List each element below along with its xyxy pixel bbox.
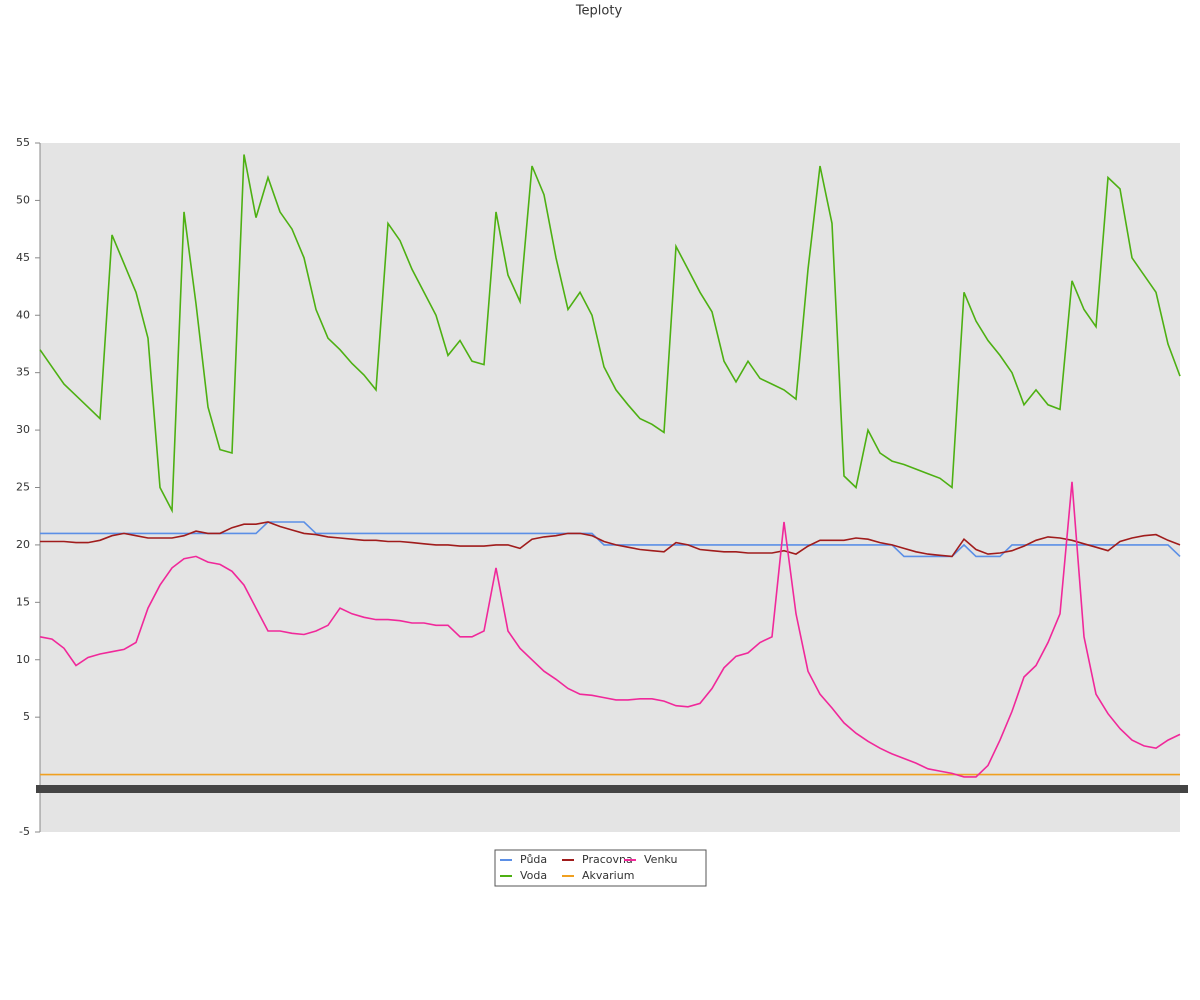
y-tick-label: 50 — [16, 193, 30, 206]
chart-title: Teploty — [575, 4, 623, 19]
legend-label: Pracovna — [582, 853, 633, 866]
legend-label: Akvarium — [582, 869, 634, 882]
series-line — [39, 481, 1181, 778]
series-line — [39, 154, 1181, 514]
legend-label: Půda — [520, 853, 547, 866]
legend-label: Voda — [520, 869, 547, 882]
y-tick-label: 5 — [23, 710, 30, 723]
legend-box — [494, 849, 707, 887]
y-tick-label: 55 — [16, 136, 30, 149]
y-tick-label: 35 — [16, 366, 30, 379]
legend-label: Venku — [644, 853, 677, 866]
y-tick-label: 15 — [16, 595, 30, 608]
y-tick-label: 20 — [16, 538, 30, 551]
series-line — [40, 521, 1181, 558]
y-tick-label: 45 — [16, 251, 30, 264]
y-tick-label: 25 — [16, 481, 30, 494]
x-tick-label-band — [36, 785, 1188, 793]
series-line — [40, 521, 1181, 558]
y-tick-label: 40 — [16, 308, 30, 321]
y-tick-label: 30 — [16, 423, 30, 436]
y-tick-label: -5 — [19, 825, 30, 838]
plot-area — [40, 143, 1180, 832]
y-tick-label: 10 — [16, 653, 30, 666]
